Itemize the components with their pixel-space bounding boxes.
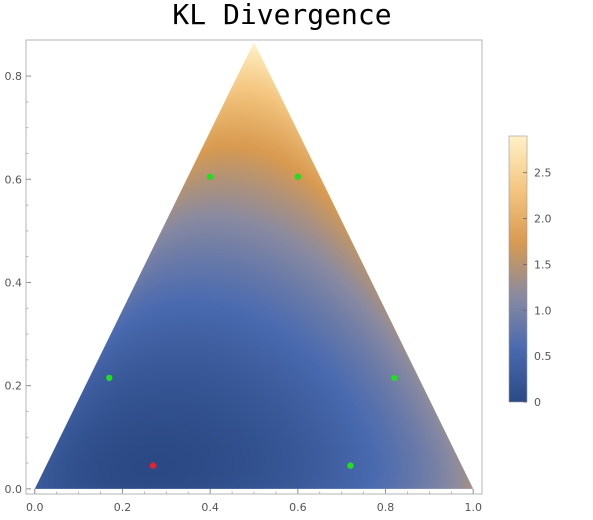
x-tick-label: 0.0 (26, 501, 44, 514)
x-tick-label: 0.8 (377, 501, 395, 514)
chart-title: KL Divergence (172, 0, 391, 31)
x-axis: 0.0 0.2 0.4 0.6 0.8 1.0 (26, 489, 482, 514)
colorbar-tick-label: 0 (534, 396, 541, 409)
x-tick-label: 1.0 (464, 501, 482, 514)
green-marker-point (391, 374, 398, 382)
colorbar-tick-label: 0.5 (534, 350, 552, 363)
colorbar-tick-label: 2.0 (534, 213, 552, 226)
green-marker-point (347, 462, 354, 469)
colorbar-ticks: 0 0.5 1.0 1.5 2.0 2.5 (523, 167, 552, 409)
x-tick-label: 0.4 (201, 501, 219, 514)
y-tick-label: 0.4 (5, 276, 23, 289)
x-tick-label: 0.2 (114, 501, 132, 514)
marker-points (106, 173, 398, 469)
colorbar: 0 0.5 1.0 1.5 2.0 2.5 (508, 135, 552, 409)
y-tick-label: 0.6 (5, 173, 23, 186)
green-marker-point (294, 173, 302, 180)
y-tick-label: 0.8 (5, 70, 23, 83)
colorbar-tick-label: 2.5 (534, 167, 552, 180)
colorbar-gradient (508, 135, 528, 403)
y-tick-label: 0.0 (5, 483, 23, 496)
y-axis: 0.0 0.2 0.4 0.6 0.8 (5, 70, 31, 496)
colorbar-tick-label: 1.5 (534, 258, 552, 271)
x-tick-label: 0.6 (289, 501, 307, 514)
green-marker-point (106, 374, 113, 382)
colorbar-tick-label: 1.0 (534, 304, 552, 317)
green-marker-point (206, 173, 214, 180)
minimum-point (149, 462, 157, 469)
y-tick-label: 0.2 (5, 380, 23, 393)
